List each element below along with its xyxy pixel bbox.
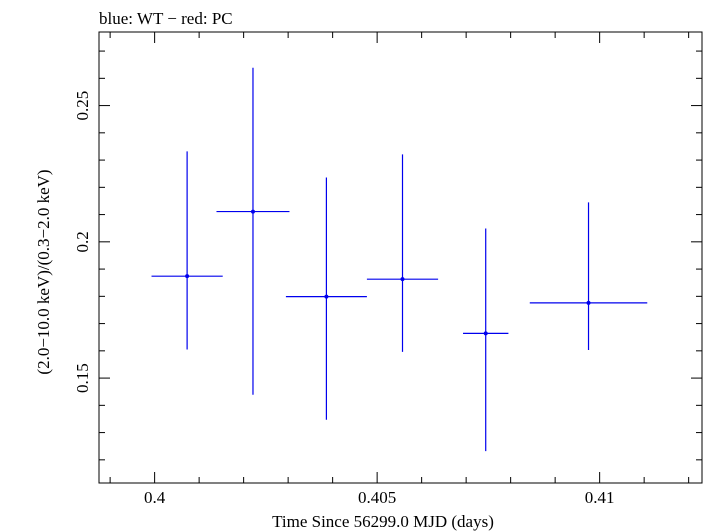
data-point	[151, 151, 223, 350]
y-tick-label: 0.25	[73, 91, 92, 121]
x-tick-label: 0.4	[144, 488, 166, 507]
data-point	[529, 202, 648, 351]
data-point	[366, 154, 439, 352]
axis-ticks: 0.4 0.405 0.41 0.15 0.2 0.25	[73, 32, 702, 507]
x-tick-label: 0.41	[585, 488, 615, 507]
chart-title: blue: WT − red: PC	[99, 9, 233, 28]
data-marker	[400, 277, 405, 282]
data-point	[285, 177, 367, 420]
x-tick-label: 0.405	[358, 488, 396, 507]
y-tick-label: 0.2	[73, 231, 92, 252]
y-axis-label: (2.0−10.0 keV)/(0.3−2.0 keV)	[34, 169, 53, 374]
data-point	[216, 67, 290, 395]
data-marker	[483, 331, 488, 336]
data-marker	[250, 209, 255, 214]
data-marker	[185, 274, 190, 279]
y-tick-label: 0.15	[73, 363, 92, 393]
data-point	[463, 228, 509, 452]
x-axis-label: Time Since 56299.0 MJD (days)	[272, 512, 494, 531]
data-marker	[324, 294, 329, 299]
plot-frame	[98, 31, 703, 484]
data-marker	[586, 300, 591, 305]
data-series	[151, 67, 648, 452]
